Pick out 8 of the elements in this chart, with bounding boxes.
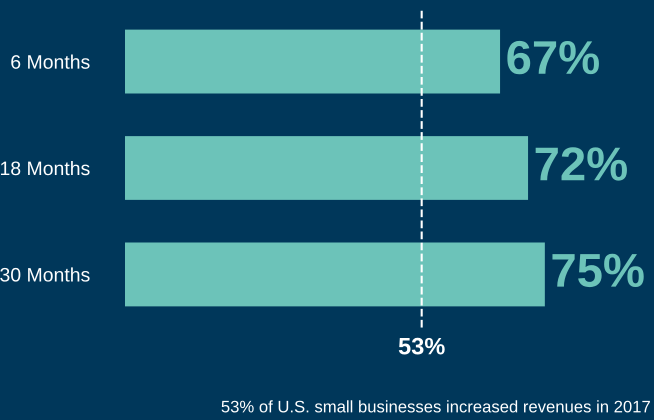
ref-line-label: 53%: [398, 338, 445, 355]
data-label: 72%: [536, 147, 627, 181]
data-label: 75%: [552, 254, 644, 288]
y-tick-label: 18 Months: [0, 160, 90, 176]
data-label: 67%: [507, 40, 599, 74]
text: 53% of U.S. small businesses increased revenues in 2017: [222, 400, 650, 413]
y-tick-label: 6 Months: [11, 54, 90, 69]
y-tick-label: 30 Months: [0, 267, 90, 282]
